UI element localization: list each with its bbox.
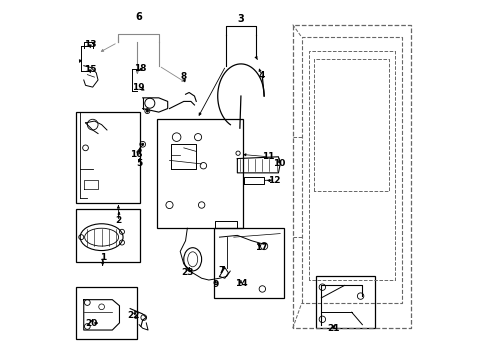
Text: 10: 10 bbox=[273, 159, 285, 168]
Text: 21: 21 bbox=[326, 324, 339, 333]
Text: 22: 22 bbox=[126, 311, 139, 320]
Text: 5: 5 bbox=[136, 159, 142, 168]
Text: 8: 8 bbox=[180, 72, 186, 81]
Text: 6: 6 bbox=[135, 13, 142, 22]
Bar bbox=[76, 208, 140, 262]
Bar bbox=[76, 287, 136, 339]
Text: 3: 3 bbox=[237, 14, 244, 24]
Text: 7: 7 bbox=[218, 266, 224, 275]
Text: 16: 16 bbox=[130, 150, 142, 159]
Text: 23: 23 bbox=[181, 268, 193, 277]
Text: 19: 19 bbox=[132, 83, 145, 92]
Circle shape bbox=[146, 110, 148, 112]
Text: 12: 12 bbox=[267, 176, 280, 185]
Text: 11: 11 bbox=[262, 152, 274, 161]
Text: 15: 15 bbox=[84, 66, 96, 75]
Text: 20: 20 bbox=[85, 319, 98, 328]
Bar bbox=[157, 119, 242, 228]
Bar bbox=[315, 276, 374, 328]
Text: 1: 1 bbox=[100, 253, 105, 262]
Text: 14: 14 bbox=[234, 279, 247, 288]
Text: 18: 18 bbox=[133, 64, 146, 73]
Text: 2: 2 bbox=[115, 216, 122, 225]
Circle shape bbox=[142, 143, 143, 145]
Bar bbox=[76, 112, 140, 203]
Text: 13: 13 bbox=[84, 40, 96, 49]
Text: 4: 4 bbox=[258, 71, 264, 80]
Text: 17: 17 bbox=[255, 243, 267, 252]
Text: 9: 9 bbox=[212, 280, 218, 289]
Bar bbox=[214, 228, 283, 298]
